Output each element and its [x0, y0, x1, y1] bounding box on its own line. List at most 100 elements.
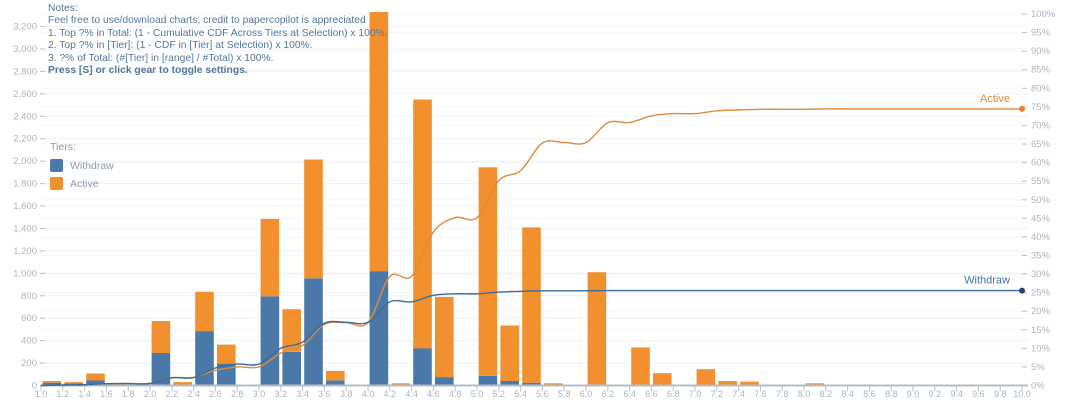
- y-right-tick-label: 55%: [1031, 176, 1051, 187]
- x-axis-tick-label: 9.0: [907, 389, 920, 399]
- x-axis-tick-label: 3.4: [296, 389, 309, 399]
- active-cumulative-line: [40, 108, 1022, 387]
- x-axis-tick-label: 4.6: [427, 389, 440, 399]
- y-left-tick-label: 200: [21, 358, 37, 369]
- bar-active: [478, 167, 498, 376]
- y-left-tick-label: 1,200: [13, 246, 37, 257]
- active-line-label: Active: [980, 93, 1010, 105]
- x-axis-tick-label: 4.0: [362, 389, 375, 399]
- notes-block: Notes: Feel free to use/download charts;…: [48, 3, 388, 77]
- notes-formula-3: 3. ?% of Total: (#[Tier] in [range] / #T…: [48, 52, 274, 64]
- x-axis-tick-label: 3.0: [253, 389, 266, 399]
- y-right-tick-label: 100%: [1031, 9, 1056, 20]
- y-right-tick-label: 95%: [1031, 28, 1051, 39]
- x-axis-tick-label: 1.8: [122, 389, 135, 399]
- legend-item-withdraw-label: Withdraw: [70, 159, 114, 172]
- bar-active: [64, 382, 83, 384]
- legend: Tiers: Withdraw Active: [50, 141, 114, 195]
- bar-withdraw: [86, 380, 105, 386]
- bar-active: [42, 381, 62, 383]
- notes-title: Notes:: [48, 3, 78, 14]
- bar-withdraw: [478, 376, 498, 386]
- x-axis-tick-label: 9.8: [994, 389, 1007, 399]
- y-right-tick-label: 85%: [1031, 65, 1051, 76]
- y-right-tick-label: 35%: [1031, 251, 1051, 262]
- bar-active: [282, 309, 301, 352]
- bar-active: [86, 373, 105, 381]
- y-left-tick-label: 2,800: [13, 66, 37, 77]
- y-left-tick-label: 1,600: [13, 201, 37, 212]
- y-left-tick-label: 400: [21, 336, 37, 347]
- bar-active: [217, 344, 236, 364]
- y-right-tick-label: 10%: [1031, 343, 1051, 354]
- bar-withdraw: [522, 382, 541, 386]
- notes-credit-line: Feel free to use/download charts; credit…: [48, 15, 366, 27]
- x-axis-tick-label: 8.8: [885, 389, 898, 399]
- x-axis-tick-label: 1.0: [35, 389, 48, 399]
- y-right-tick-label: 60%: [1031, 158, 1051, 169]
- x-axis-tick-label: 5.2: [493, 389, 506, 399]
- x-axis-tick-label: 5.8: [558, 389, 571, 399]
- x-axis-tick-label: 9.4: [950, 389, 963, 399]
- bar-active: [631, 347, 650, 386]
- bar-withdraw: [282, 351, 301, 386]
- y-left-tick-label: 1,800: [13, 179, 37, 190]
- y-right-tick-label: 30%: [1031, 269, 1051, 280]
- y-right-tick-label: 45%: [1031, 213, 1051, 224]
- y-right-tick-label: 90%: [1031, 46, 1051, 57]
- bar-active: [653, 373, 672, 386]
- bar-active: [696, 369, 716, 386]
- x-axis-tick-label: 4.8: [449, 389, 462, 399]
- bar-active: [587, 272, 607, 385]
- x-axis-tick-label: 7.4: [732, 389, 745, 399]
- withdraw-swatch-icon: [50, 159, 63, 172]
- x-axis-tick-label: 6.6: [645, 389, 658, 399]
- bar-withdraw: [195, 331, 214, 386]
- bar-active: [195, 291, 214, 332]
- y-right-tick-label: 75%: [1031, 102, 1051, 113]
- y-left-tick-label: 2,200: [13, 134, 37, 145]
- y-right-tick-label: 70%: [1031, 120, 1051, 131]
- bar-active: [544, 383, 563, 386]
- legend-item-active[interactable]: Active: [50, 177, 114, 190]
- x-axis-tick-label: 2.0: [144, 389, 157, 399]
- x-axis-tick-label: 2.6: [209, 389, 222, 399]
- bar-active: [522, 227, 541, 383]
- y-right-tick-label: 15%: [1031, 325, 1051, 336]
- active-swatch-icon: [50, 177, 63, 190]
- x-axis-tick-label: 4.2: [384, 389, 397, 399]
- bar-withdraw: [413, 348, 432, 386]
- x-axis-tick-label: 7.0: [689, 389, 702, 399]
- y-right-tick-label: 65%: [1031, 139, 1051, 150]
- bar-active: [391, 383, 410, 386]
- y-left-tick-label: 600: [21, 313, 37, 324]
- x-axis-tick-label: 1.4: [78, 389, 91, 399]
- legend-item-active-label: Active: [70, 177, 99, 190]
- x-axis-tick-label: 8.4: [841, 389, 854, 399]
- bar-withdraw: [435, 377, 454, 386]
- x-axis-tick-label: 7.2: [711, 389, 724, 399]
- x-axis-tick-label: 5.6: [536, 389, 549, 399]
- y-left-tick-label: 2,000: [13, 156, 37, 167]
- legend-item-withdraw[interactable]: Withdraw: [50, 159, 114, 172]
- y-right-tick-label: 40%: [1031, 232, 1051, 243]
- x-axis-tick-label: 2.4: [187, 389, 200, 399]
- bar-active: [304, 159, 323, 279]
- bar-withdraw: [42, 382, 62, 386]
- bar-active: [500, 325, 519, 381]
- x-axis-tick-label: 3.8: [340, 389, 353, 399]
- legend-title: Tiers:: [50, 141, 76, 153]
- bar-active: [718, 381, 737, 386]
- y-left-tick-label: 1,000: [13, 268, 37, 279]
- y-right-tick-label: 25%: [1031, 288, 1051, 299]
- bar-active: [369, 12, 389, 272]
- x-axis-tick-label: 5.0: [471, 389, 484, 399]
- bar-active: [740, 381, 759, 386]
- bar-active: [805, 383, 825, 386]
- bar-active: [173, 382, 192, 385]
- active-line-endpoint-dot: [1019, 105, 1025, 112]
- y-left-tick-label: 3,200: [13, 22, 37, 33]
- x-axis-tick-label: 6.2: [602, 389, 615, 399]
- x-axis-tick-label: 8.2: [820, 389, 833, 399]
